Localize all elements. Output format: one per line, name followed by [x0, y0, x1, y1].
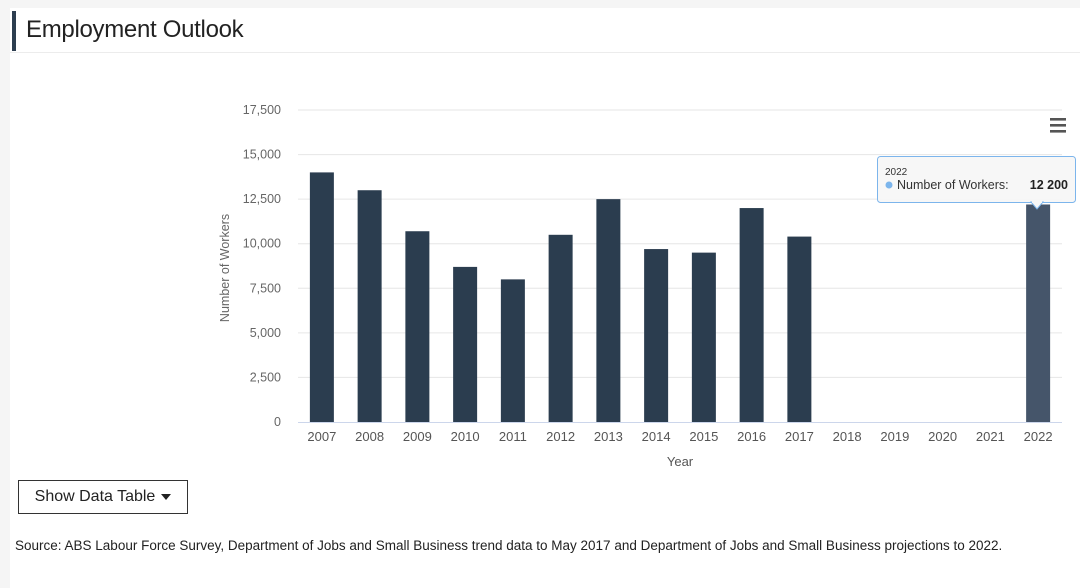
y-tick-label: 5,000	[250, 326, 281, 340]
header-accent-bar	[12, 11, 16, 51]
x-tick-label: 2009	[403, 429, 432, 444]
source-note: Source: ABS Labour Force Survey, Departm…	[15, 538, 1003, 553]
bar[interactable]	[691, 252, 716, 422]
employment-outlook-panel: Employment Outlook	[10, 8, 1080, 588]
x-tick-label: 2015	[689, 429, 718, 444]
x-tick-label: 2022	[1024, 429, 1053, 444]
page-title: Employment Outlook	[26, 16, 244, 43]
y-tick-label: 10,000	[243, 237, 281, 251]
employment-chart: 0 2,500 5,000 7,500 10,000 12,500 15,000 17,500…	[218, 103, 1076, 469]
x-axis-title: Year	[667, 454, 694, 469]
show-data-table-button[interactable]: Show Data Table	[18, 480, 188, 514]
bar[interactable]	[500, 279, 525, 422]
tooltip-label: Number of Workers:	[897, 178, 1009, 192]
y-tick-label: 0	[274, 415, 281, 429]
x-tick-label: 2018	[833, 429, 862, 444]
tooltip-year: 2022	[885, 167, 908, 178]
x-tick-label: 2019	[880, 429, 909, 444]
bar[interactable]	[309, 172, 334, 422]
show-data-table-label: Show Data Table	[34, 488, 156, 505]
tooltip-series-dot	[885, 181, 893, 189]
x-tick-label: 2014	[642, 429, 671, 444]
bar[interactable]	[787, 236, 812, 422]
x-tick-label: 2021	[976, 429, 1005, 444]
x-tick-label: 2017	[785, 429, 814, 444]
bar[interactable]	[1026, 204, 1051, 422]
bar[interactable]	[644, 249, 669, 422]
hamburger-menu-icon-line[interactable]	[1050, 124, 1066, 127]
y-tick-label: 17,500	[243, 103, 281, 117]
y-tick-label: 12,500	[243, 192, 281, 206]
bar[interactable]	[405, 231, 430, 422]
x-tick-label: 2007	[307, 429, 336, 444]
bar[interactable]	[453, 266, 478, 422]
x-tick-label: 2013	[594, 429, 623, 444]
tooltip-value: 12 200	[1030, 178, 1068, 192]
x-tick-label: 2008	[355, 429, 384, 444]
y-tick-label: 7,500	[250, 281, 281, 295]
bar[interactable]	[357, 190, 382, 422]
y-axis-title: Number of Workers	[218, 214, 232, 322]
x-tick-label: 2010	[451, 429, 480, 444]
tooltip-box	[877, 156, 1076, 203]
panel-header: Employment Outlook	[10, 8, 1080, 53]
bar[interactable]	[548, 234, 573, 422]
bar[interactable]	[596, 199, 621, 422]
y-tick-label: 2,500	[250, 370, 281, 384]
x-tick-label: 2011	[499, 429, 527, 444]
x-tick-label: 2016	[737, 429, 766, 444]
x-tick-label: 2012	[546, 429, 575, 444]
x-tick-label: 2020	[928, 429, 957, 444]
hamburger-menu-icon-line[interactable]	[1050, 118, 1066, 121]
caret-down-icon	[161, 494, 172, 500]
hamburger-menu-icon-line[interactable]	[1050, 130, 1066, 133]
y-tick-label: 15,000	[243, 148, 281, 162]
hamburger-menu-icon[interactable]	[1046, 114, 1070, 134]
bar[interactable]	[739, 208, 764, 422]
